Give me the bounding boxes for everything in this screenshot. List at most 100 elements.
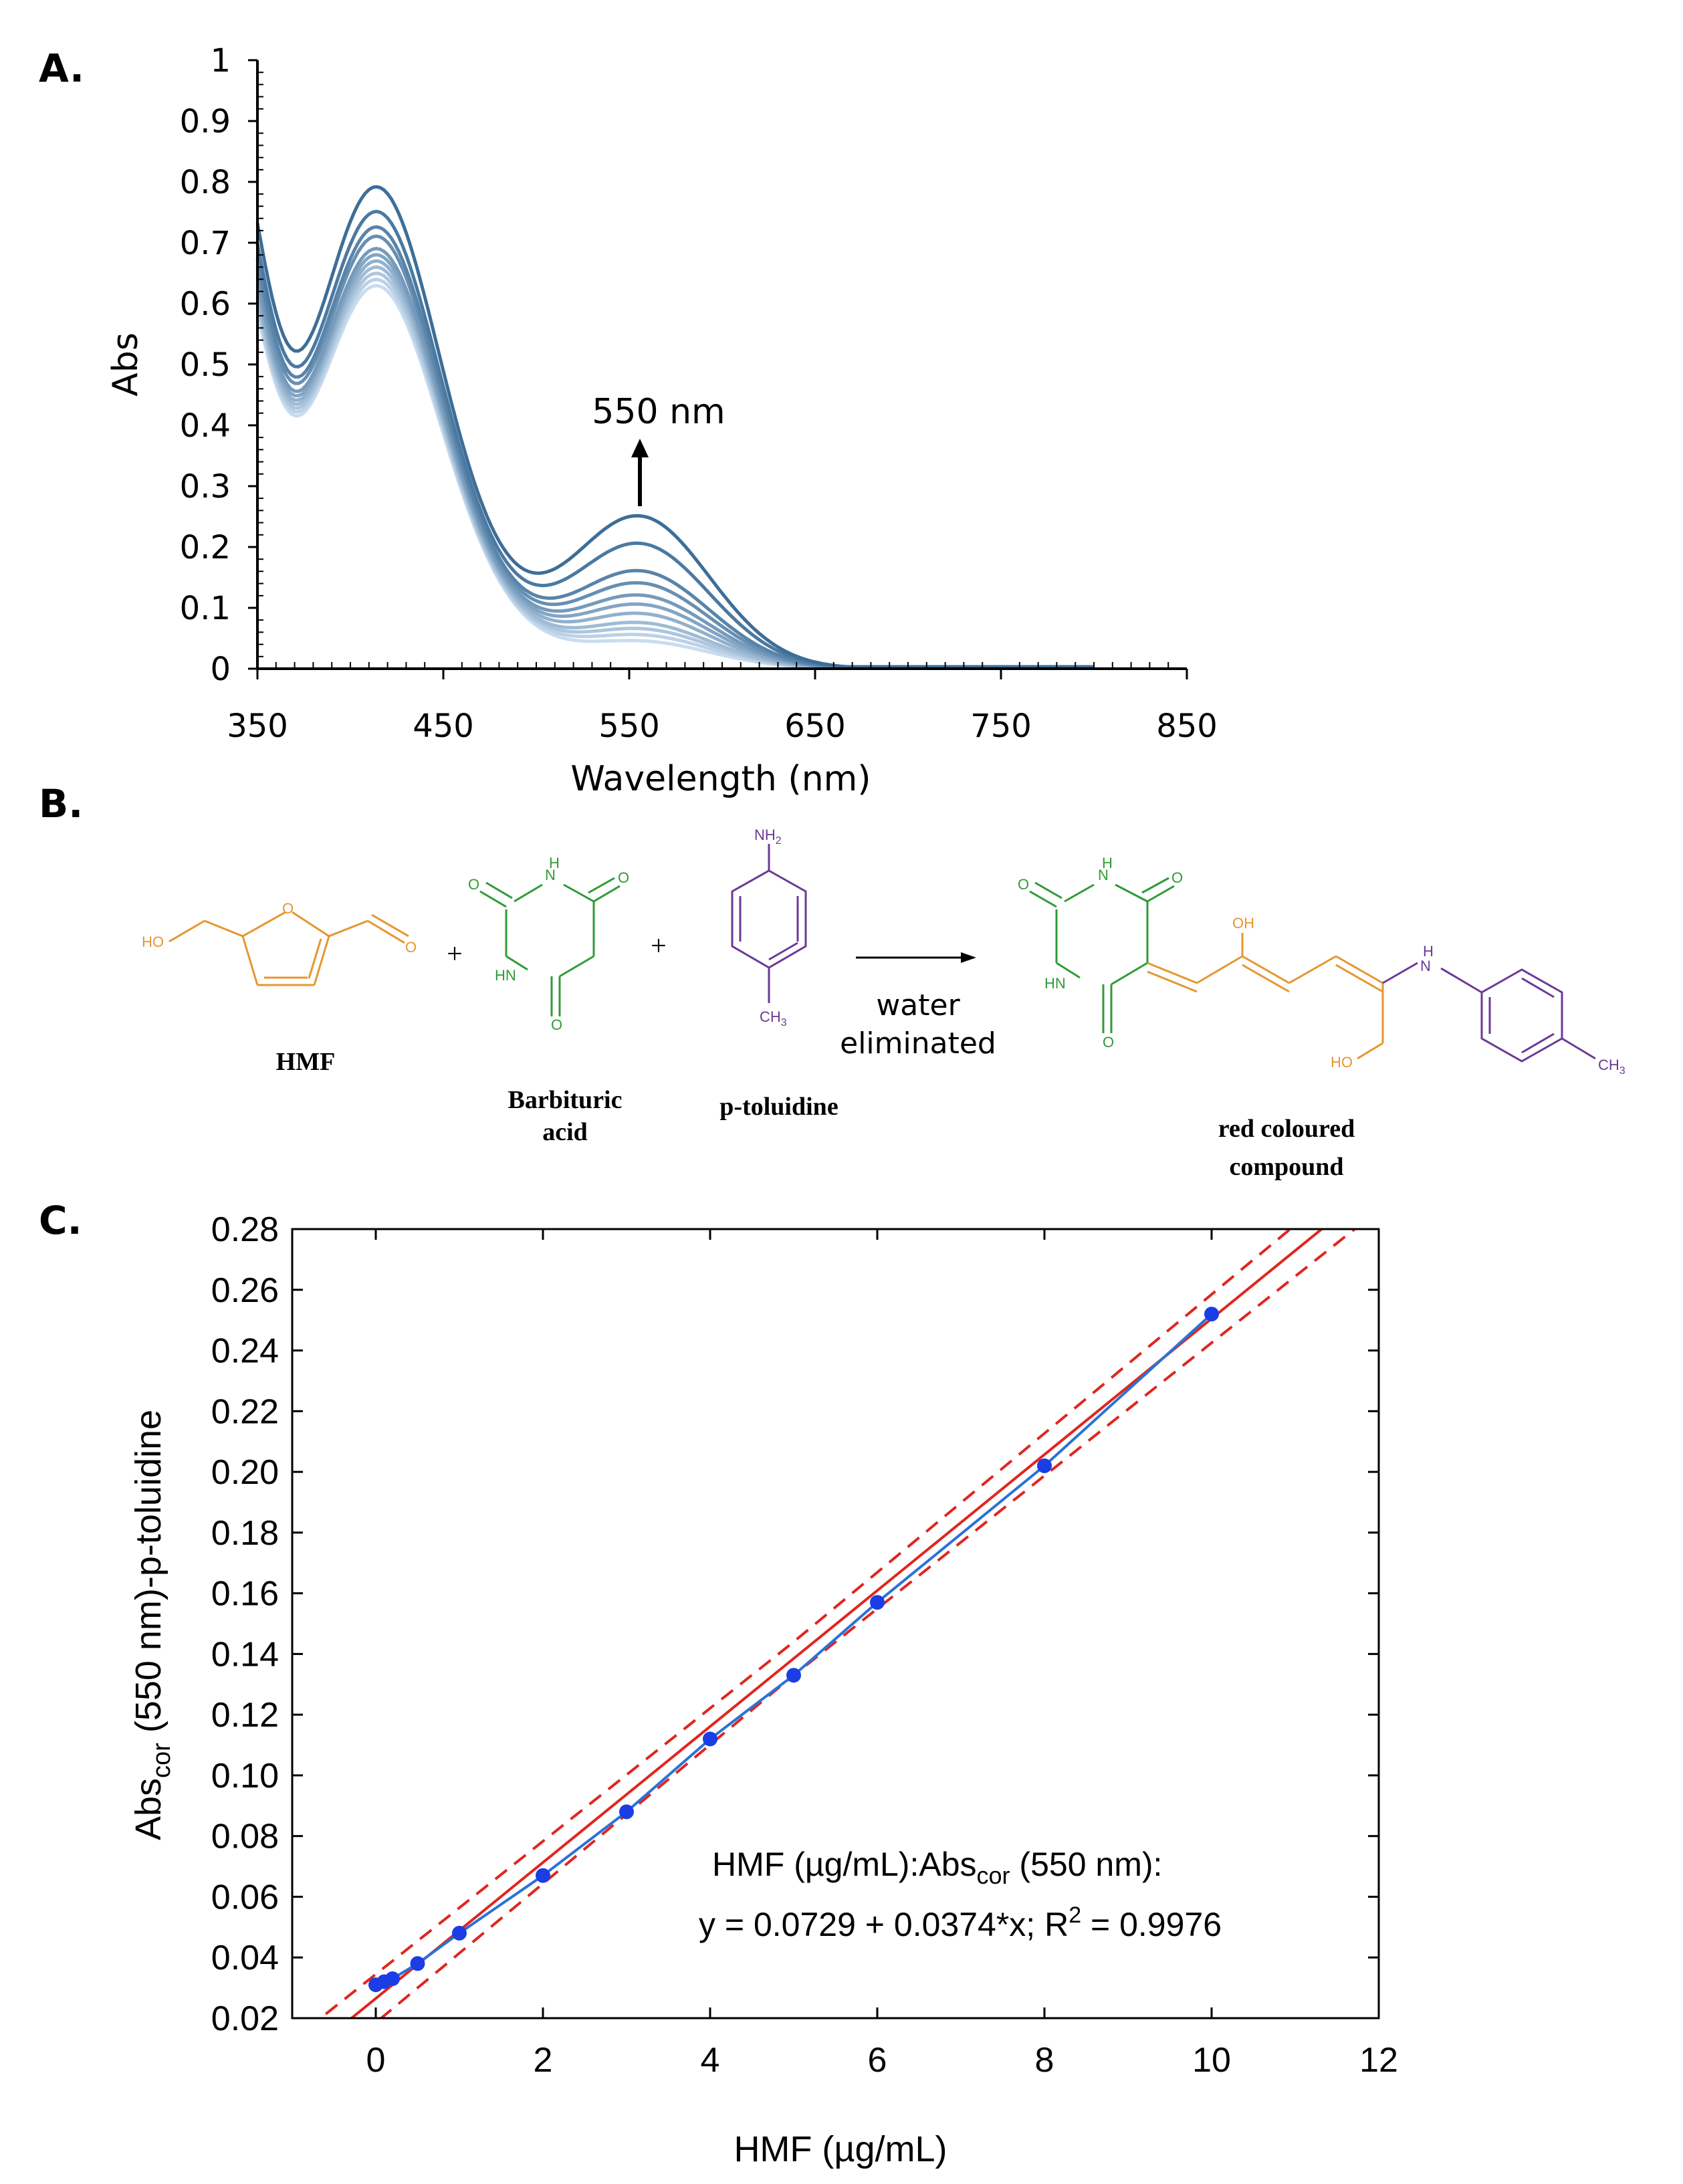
- data-point: [1204, 1307, 1219, 1322]
- x-tick-label-c: 6: [868, 2041, 887, 2080]
- y-tick-label-c: 0.12: [211, 1696, 279, 1735]
- panel-label-b: B.: [39, 781, 83, 827]
- y-tick-label-c: 0.14: [211, 1635, 279, 1674]
- spectra-lines: [255, 185, 1094, 669]
- y-tick-label-c: 0.26: [211, 1271, 279, 1310]
- annotation-550nm: 550 nm: [592, 392, 725, 432]
- y-tick-label-c: 0.10: [211, 1757, 279, 1795]
- prod-n-atom: N: [1098, 867, 1109, 883]
- y-tick-label-c: 0.24: [211, 1332, 279, 1371]
- hmf-ring-o-atom: O: [282, 900, 294, 917]
- barb-h-atom: H: [549, 855, 560, 871]
- barb-o-atom-1: O: [468, 876, 479, 893]
- prod-h-atom-2: H: [1423, 943, 1434, 960]
- x-tick-label-c: 10: [1192, 2041, 1231, 2080]
- y-tick-label-c: 0.08: [211, 1818, 279, 1856]
- x-tick-label-a: 350: [227, 707, 288, 745]
- spectrum-line: [255, 234, 1094, 669]
- barb-n-atom: N: [545, 867, 556, 883]
- barb-hn-atom: HN: [495, 967, 516, 984]
- prod-ho-atom: HO: [1331, 1054, 1353, 1071]
- spectrum-line: [255, 271, 1094, 669]
- y-tick-label-a: 0.4: [180, 407, 231, 445]
- barb-o-atom-3: O: [551, 1016, 562, 1033]
- barbituric-label-line2: acid: [542, 1118, 588, 1146]
- product-label-line2: compound: [1229, 1153, 1343, 1181]
- spectrum-line: [255, 284, 1094, 669]
- reaction-arrow-head: [961, 952, 976, 963]
- hmf-aldehyde-o-atom: O: [405, 939, 417, 956]
- plus-sign-2: +: [651, 931, 667, 962]
- x-axis-title-a: Wavelength (nm): [570, 759, 871, 799]
- barbituric-label-line1: Barbituric: [508, 1086, 623, 1114]
- tol-ch3-atom: CH3: [760, 1008, 787, 1028]
- chart-a: 0 0.1 0.2 0.3 0.4 0.5 0.6 0.7 0.8 0.9 1 350 450 550 65…: [106, 42, 1218, 799]
- x-tick-label-c: 0: [366, 2041, 386, 2080]
- data-point: [385, 1971, 400, 1986]
- barb-o-atom-2: O: [618, 869, 629, 886]
- x-axis-title-c: HMF (µg/mL): [734, 2129, 947, 2169]
- spectrum-line: [255, 185, 1094, 669]
- panel-label-c: C.: [39, 1198, 82, 1243]
- y-tick-label-c: 0.28: [211, 1210, 279, 1249]
- y-tick-label-c: 0.06: [211, 1878, 279, 1917]
- y-tick-label-a: 0.5: [180, 346, 231, 384]
- chart-c: 0.02 0.04 0.06 0.08 0.10 0.12 0.14 0.16 0.18 0.20…: [128, 1210, 1398, 2169]
- prod-o-atom-2: O: [1171, 869, 1183, 886]
- x-tick-label-c: 8: [1035, 2041, 1054, 2080]
- lower-confidence-band: [378, 1229, 1357, 2018]
- axis-ticks-c: 0.02 0.04 0.06 0.08 0.10 0.12 0.14 0.16 0.18 0.20…: [211, 1210, 1398, 2080]
- prod-n-atom-2: N: [1420, 958, 1431, 974]
- data-point: [703, 1731, 717, 1747]
- x-tick-label-a: 750: [970, 707, 1032, 745]
- prod-o-atom-1: O: [1018, 876, 1029, 893]
- y-tick-label-c: 0.04: [211, 1939, 279, 1977]
- panel-label-a: A.: [39, 45, 84, 91]
- p-toluidine-structure: [731, 844, 807, 1003]
- hmf-structure: [169, 911, 409, 986]
- data-point: [619, 1804, 634, 1820]
- prod-o-atom-3: O: [1103, 1034, 1114, 1051]
- data-point: [536, 1868, 550, 1883]
- barbituric-acid-structure: [479, 877, 621, 1016]
- y-tick-label-a: 0.7: [180, 225, 231, 262]
- product-structure: [1029, 877, 1596, 1063]
- spectrum-line: [255, 225, 1094, 669]
- spectrum-line: [255, 247, 1094, 669]
- prod-hn-atom: HN: [1044, 975, 1066, 992]
- tol-nh2-atom: NH2: [754, 827, 782, 847]
- product-label-line1: red coloured: [1218, 1115, 1355, 1143]
- data-point: [1037, 1458, 1052, 1473]
- axis-ticks-a: 0 0.1 0.2 0.3 0.4 0.5 0.6 0.7 0.8 0.9 1 350 450 550 65…: [180, 42, 1218, 745]
- y-tick-label-a: 0.8: [180, 164, 231, 201]
- y-tick-label-a: 0.1: [180, 590, 231, 627]
- y-tick-label-a: 0: [210, 651, 231, 688]
- spectrum-line: [255, 278, 1094, 669]
- y-tick-label-c: 0.16: [211, 1575, 279, 1614]
- hmf-label: HMF: [276, 1048, 336, 1076]
- arrow-head-550: [631, 439, 649, 457]
- data-connecting-line: [375, 1313, 1213, 1986]
- p-toluidine-label: p-toluidine: [719, 1093, 838, 1121]
- prod-oh-atom: OH: [1232, 915, 1254, 932]
- x-tick-label-a: 850: [1156, 707, 1218, 745]
- y-tick-label-c: 0.20: [211, 1453, 279, 1492]
- data-point: [410, 1956, 425, 1971]
- y-tick-label-a: 0.2: [180, 529, 231, 566]
- calibration-plot-area: [318, 1229, 1357, 2018]
- x-tick-label-a: 650: [784, 707, 846, 745]
- reaction-scheme: HO O O HMF + N H HN O O O Barbituric aci…: [142, 827, 1625, 1181]
- arrow-label-eliminated: eliminated: [840, 1026, 996, 1061]
- data-point: [452, 1925, 467, 1941]
- arrow-label-water: water: [876, 988, 960, 1022]
- data-point: [870, 1595, 885, 1610]
- y-tick-label-a: 0.9: [180, 103, 231, 140]
- y-tick-label-c: 0.02: [211, 1999, 279, 2038]
- y-tick-label-a: 0.6: [180, 286, 231, 323]
- y-tick-label-c: 0.22: [211, 1392, 279, 1431]
- y-axis-title-a: Abs: [106, 332, 146, 397]
- hmf-ho-atom: HO: [142, 934, 164, 950]
- prod-h-atom: H: [1102, 855, 1113, 871]
- y-axis-title-c: Abscor (550 nm)-p-toluidine: [128, 1410, 176, 1840]
